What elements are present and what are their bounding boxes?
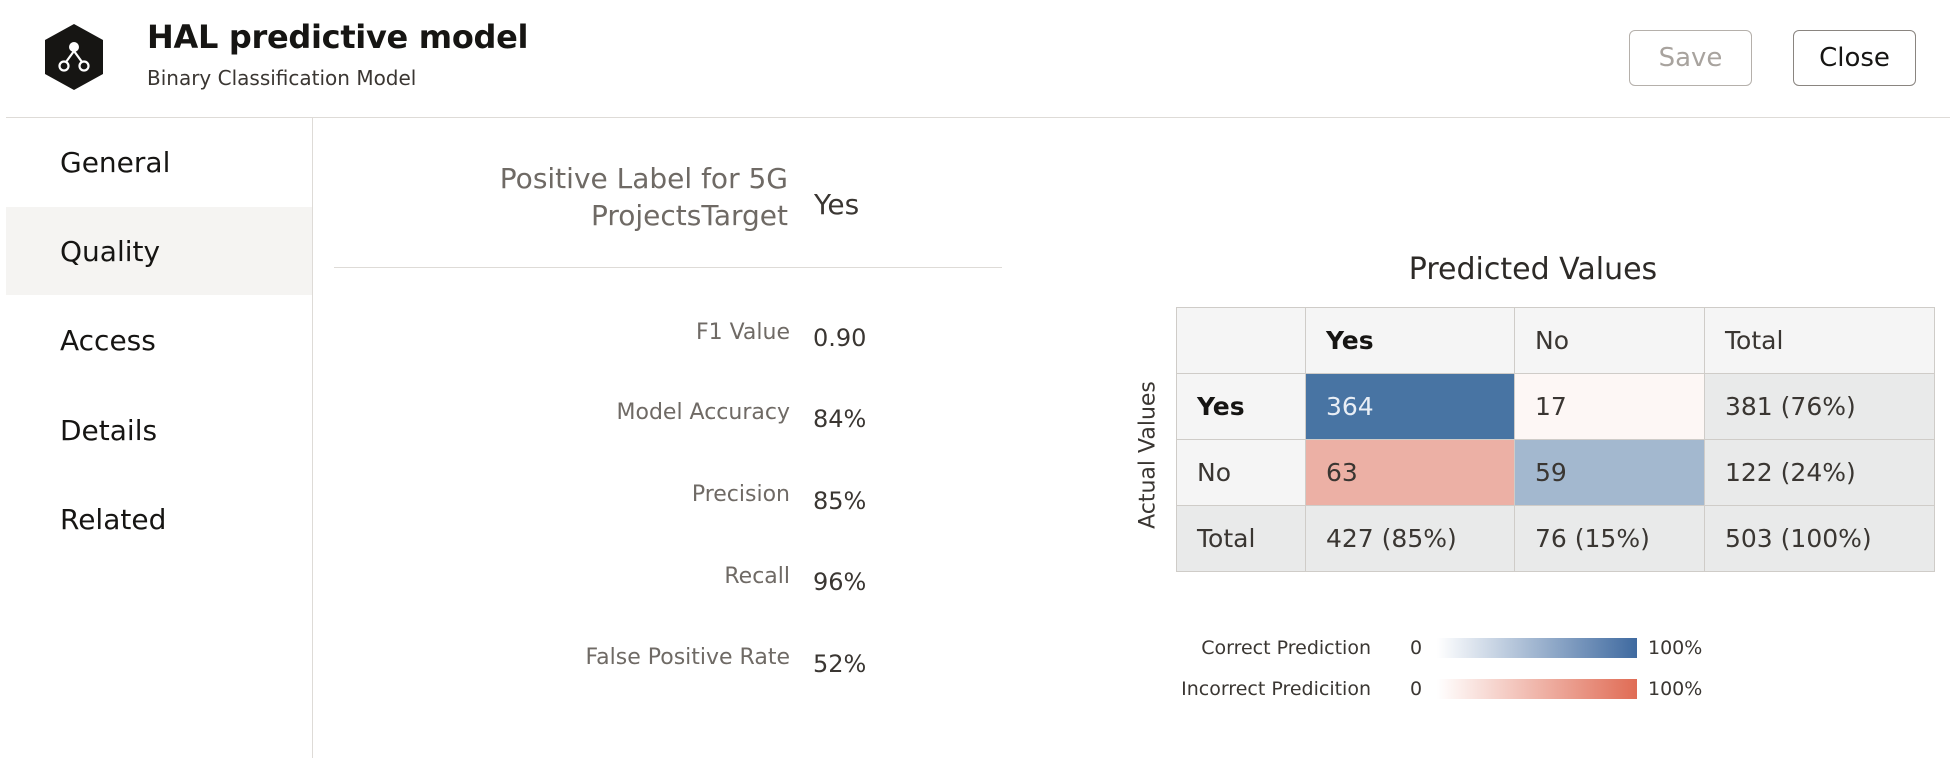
legend-incorrect-label: Incorrect Predicition	[1181, 678, 1371, 700]
precision-label: Precision	[691, 482, 790, 507]
page-subtitle: Binary Classification Model	[147, 66, 417, 90]
model-hexagon-icon	[45, 24, 103, 90]
predicted-values-title: Predicted Values	[1408, 252, 1658, 287]
recall-value: 96%	[813, 568, 867, 596]
false-positive-rate-value: 52%	[813, 650, 867, 678]
positive-label-title: Positive Label for 5G ProjectsTarget	[499, 162, 788, 232]
row-header-total: Total	[1176, 505, 1306, 572]
precision-value: 85%	[813, 487, 867, 515]
sidebar-item-general[interactable]: General	[60, 145, 171, 179]
legend-incorrect-gradient	[1437, 679, 1637, 699]
legend-correct-label: Correct Prediction	[1201, 637, 1371, 659]
page-header: HAL predictive model Binary Classificati…	[0, 0, 1954, 118]
legend-incorrect-max: 100%	[1648, 678, 1703, 700]
cell-row-total-yes: 381 (76%)	[1704, 373, 1935, 440]
row-header-yes: Yes	[1176, 373, 1306, 440]
sidebar-item-access[interactable]: Access	[60, 323, 156, 357]
cell-true-negative: 59	[1514, 439, 1705, 506]
table-row: Yes 364 17 381 (76%)	[1176, 373, 1935, 440]
header-divider	[6, 117, 1950, 118]
cell-false-negative: 17	[1514, 373, 1705, 440]
legend-incorrect-min: 0	[1410, 678, 1423, 700]
legend-correct-gradient	[1437, 638, 1637, 658]
legend-correct-min: 0	[1410, 637, 1423, 659]
cell-grand-total: 503 (100%)	[1704, 505, 1935, 572]
table-header-row: Yes No Total	[1176, 307, 1935, 374]
table-corner-cell	[1176, 307, 1306, 374]
positive-label-value: Yes	[814, 188, 860, 221]
cell-row-total-no: 122 (24%)	[1704, 439, 1935, 506]
row-header-no: No	[1176, 439, 1306, 506]
metrics-divider	[334, 267, 1002, 268]
model-accuracy-value: 84%	[813, 405, 867, 433]
sidebar-nav: General Quality Access Details Related	[6, 118, 312, 758]
cell-col-total-yes: 427 (85%)	[1305, 505, 1515, 572]
actual-values-axis-label: Actual Values	[1135, 381, 1161, 529]
sidebar-item-quality[interactable]: Quality	[6, 207, 312, 295]
model-accuracy-label: Model Accuracy	[616, 400, 791, 425]
f1-value: 0.90	[813, 324, 867, 352]
recall-label: Recall	[724, 564, 790, 589]
sidebar-item-details[interactable]: Details	[60, 413, 158, 447]
false-positive-rate-label: False Positive Rate	[585, 645, 790, 670]
sidebar-divider	[312, 118, 313, 758]
column-header-yes: Yes	[1305, 307, 1515, 374]
f1-value-label: F1 Value	[695, 320, 790, 345]
sidebar-item-related[interactable]: Related	[60, 502, 167, 536]
cell-true-positive: 364	[1305, 373, 1515, 440]
legend-correct-max: 100%	[1648, 637, 1703, 659]
table-row: No 63 59 122 (24%)	[1176, 439, 1935, 506]
confusion-matrix-table: Yes No Total Yes 364 17 381 (76%) No 63 …	[1176, 307, 1935, 572]
table-row: Total 427 (85%) 76 (15%) 503 (100%)	[1176, 505, 1935, 572]
column-header-total: Total	[1704, 307, 1935, 374]
save-button[interactable]: Save	[1629, 30, 1752, 86]
close-button[interactable]: Close	[1793, 30, 1916, 86]
column-header-no: No	[1514, 307, 1705, 374]
cell-col-total-no: 76 (15%)	[1514, 505, 1705, 572]
cell-false-positive: 63	[1305, 439, 1515, 506]
page-title: HAL predictive model	[147, 18, 529, 56]
